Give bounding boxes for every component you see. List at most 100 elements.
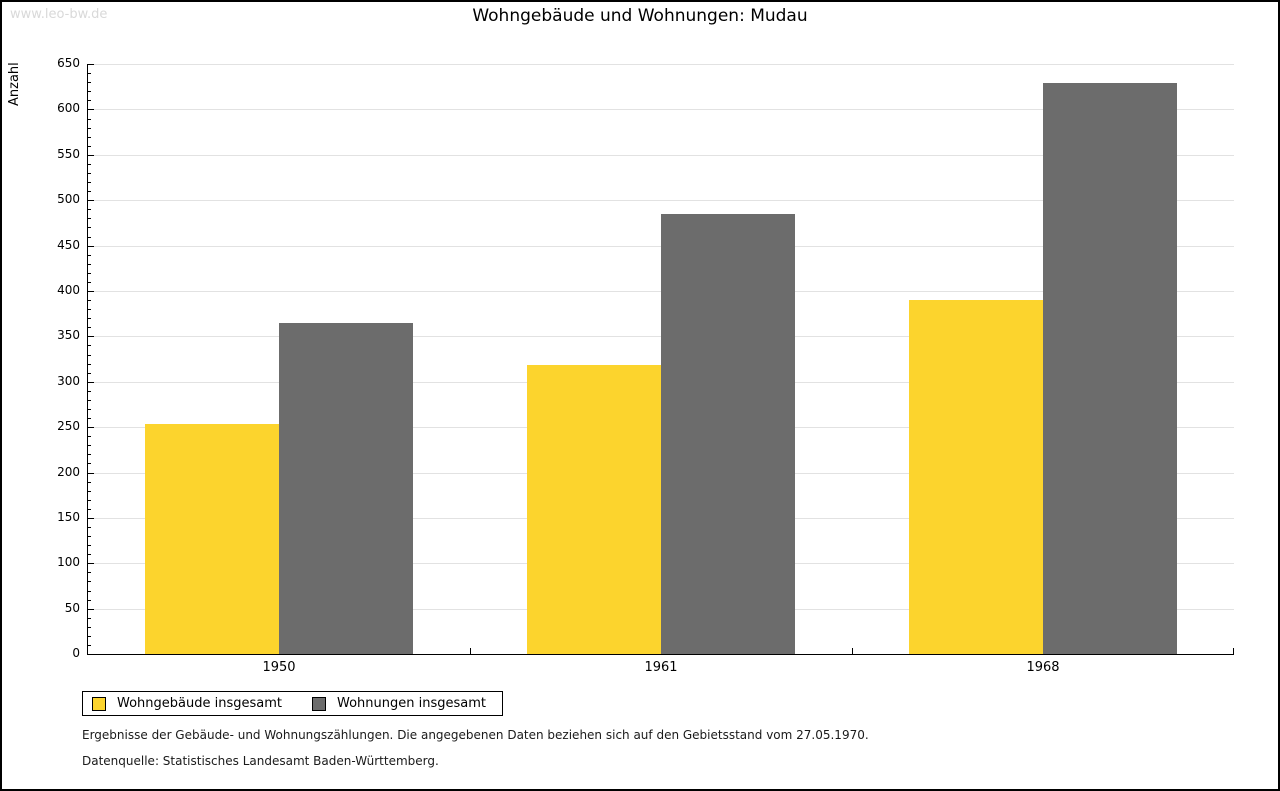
x-axis-end-tick	[1233, 648, 1234, 654]
y-minor-tick	[88, 490, 91, 492]
y-tick-label-100: 100	[57, 555, 80, 570]
y-minor-tick	[88, 526, 91, 528]
bar-wohnungen-insgesamt-1950	[279, 322, 413, 654]
y-minor-tick	[88, 318, 91, 320]
y-tick-label-50: 50	[64, 600, 80, 615]
y-minor-tick	[88, 599, 91, 601]
y-minor-tick	[88, 572, 91, 574]
footnote-data-source: Datenquelle: Statistisches Landesamt Bad…	[82, 754, 439, 768]
gridline-500	[88, 200, 1234, 202]
chart-title: Wohngebäude und Wohnungen: Mudau	[472, 6, 808, 26]
y-minor-tick	[88, 227, 91, 229]
y-minor-tick	[88, 536, 91, 537]
legend-box: Wohngebäude insgesamt Wohnungen insgesam…	[82, 691, 503, 716]
x-boundary-tick	[470, 648, 471, 654]
y-minor-tick	[88, 408, 91, 410]
plot-area: 0 50 100 150 200 250 300 350 400 450 500 550 600 650 1…	[57, 56, 1234, 675]
y-minor-tick	[88, 91, 91, 93]
y-minor-tick	[88, 209, 91, 211]
y-tick-label-500: 500	[57, 192, 80, 207]
y-tick-label-400: 400	[57, 282, 80, 297]
y-minor-tick	[88, 454, 91, 456]
bar-wohngebaeude-insgesamt-1961	[527, 365, 661, 654]
y-major-tick-150	[88, 517, 94, 519]
gridline-600	[88, 109, 1234, 111]
y-major-tick-400	[88, 290, 94, 292]
y-minor-tick	[88, 136, 91, 138]
bar-wohngebaeude-insgesamt-1950	[145, 424, 279, 654]
y-minor-tick	[88, 372, 91, 374]
y-minor-tick	[88, 481, 91, 483]
y-major-tick-500	[88, 200, 94, 202]
x-tick-label-1968: 1968	[1026, 660, 1060, 675]
y-major-tick-650	[88, 64, 94, 65]
y-minor-tick	[88, 554, 91, 556]
y-minor-tick	[88, 100, 91, 102]
legend-swatch-wohngebaeude	[92, 696, 106, 711]
gridline-550	[88, 154, 1234, 156]
y-tick-label-300: 300	[57, 373, 80, 388]
y-axis-title: Anzahl	[7, 62, 22, 106]
y-minor-tick	[88, 182, 91, 183]
legend-label-wohnungen: Wohnungen insgesamt	[337, 696, 486, 711]
y-tick-label-450: 450	[57, 237, 80, 252]
y-minor-tick	[88, 218, 91, 220]
y-minor-tick	[88, 418, 91, 419]
bar-wohnungen-insgesamt-1961	[661, 213, 795, 654]
x-boundary-tick	[852, 648, 853, 654]
bar-wohngebaeude-insgesamt-1968	[909, 300, 1043, 654]
gridline-650	[88, 64, 1234, 65]
y-minor-tick	[88, 590, 91, 592]
legend-swatch-wohnungen	[312, 696, 326, 711]
y-minor-tick	[88, 281, 91, 283]
y-major-tick-300	[88, 381, 94, 383]
y-major-tick-550	[88, 154, 94, 156]
y-minor-tick	[88, 390, 91, 392]
y-minor-tick	[88, 617, 91, 619]
y-minor-tick	[88, 445, 91, 447]
y-tick-label-250: 250	[57, 419, 80, 434]
y-minor-tick	[88, 354, 91, 356]
y-minor-tick	[88, 545, 91, 547]
y-minor-tick	[88, 191, 91, 193]
y-major-tick-100	[88, 563, 94, 565]
y-major-tick-50	[88, 608, 94, 610]
y-tick-label-550: 550	[57, 146, 80, 161]
y-minor-tick	[88, 309, 91, 311]
y-minor-tick	[88, 363, 91, 365]
y-minor-tick	[88, 118, 91, 120]
y-minor-tick	[88, 508, 91, 510]
y-tick-label-150: 150	[57, 509, 80, 524]
y-minor-tick	[88, 436, 91, 438]
y-minor-tick	[88, 581, 91, 583]
y-tick-label-600: 600	[57, 101, 80, 116]
y-minor-tick	[88, 272, 91, 274]
y-minor-tick	[88, 127, 91, 129]
y-minor-tick	[88, 145, 91, 147]
y-minor-tick	[88, 254, 91, 256]
y-major-tick-350	[88, 336, 94, 338]
y-tick-label-650: 650	[57, 56, 80, 70]
legend-label-wohngebaeude: Wohngebäude insgesamt	[117, 696, 282, 711]
y-minor-tick	[88, 163, 91, 165]
bar-wohnungen-insgesamt-1968	[1043, 83, 1177, 654]
y-minor-tick	[88, 300, 91, 301]
y-major-tick-0	[88, 654, 94, 655]
y-minor-tick	[88, 463, 91, 465]
legend-item-wohngebaeude: Wohngebäude insgesamt	[92, 696, 282, 711]
footnote-source-note: Ergebnisse der Gebäude- und Wohnungszähl…	[82, 728, 869, 742]
legend-item-wohnungen: Wohnungen insgesamt	[312, 696, 486, 711]
y-minor-tick	[88, 172, 91, 174]
y-minor-tick	[88, 626, 91, 628]
y-minor-tick	[88, 499, 91, 501]
y-minor-tick	[88, 236, 91, 238]
y-major-tick-250	[88, 427, 94, 429]
y-tick-label-0: 0	[72, 646, 80, 660]
y-major-tick-600	[88, 109, 94, 111]
y-minor-tick	[88, 263, 91, 265]
y-minor-tick	[88, 635, 91, 637]
y-minor-tick	[88, 399, 91, 401]
watermark: www.leo-bw.de	[10, 7, 108, 22]
y-minor-tick	[88, 82, 91, 84]
